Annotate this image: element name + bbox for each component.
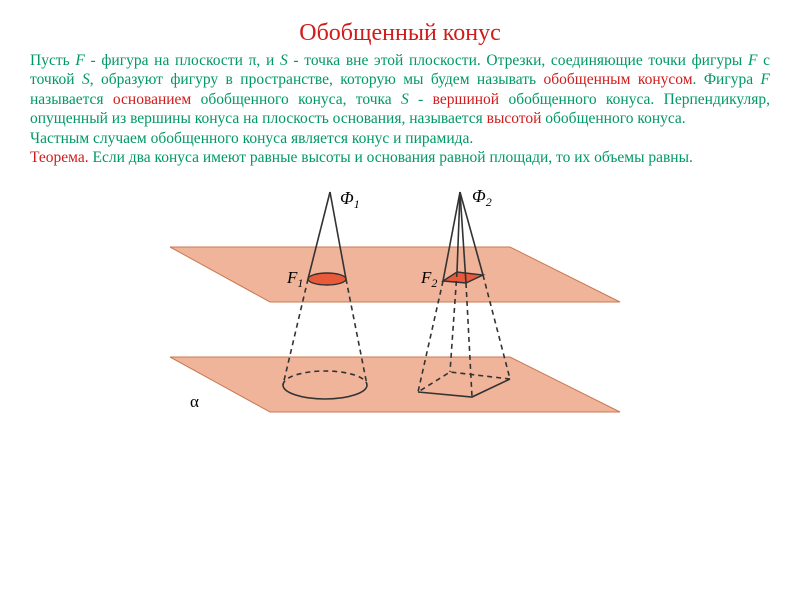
text: называется	[30, 91, 113, 108]
term-base: основанием	[113, 91, 191, 108]
text: -	[409, 91, 433, 108]
label-alpha: α	[190, 392, 199, 411]
diagram-svg: Φ1 Φ2 F1 F2 α	[150, 177, 650, 457]
var-F: F	[748, 52, 757, 69]
var-S: S	[401, 91, 409, 108]
theorem-text: Если два конуса имеют равные высоты и ос…	[89, 149, 693, 166]
text: . Фигура	[693, 71, 761, 88]
cone-section	[308, 273, 346, 285]
var-F: F	[75, 52, 84, 69]
label-phi2: Φ2	[472, 186, 492, 209]
var-F: F	[761, 71, 770, 88]
var-S: S	[82, 71, 90, 88]
paragraph-2: Частным случаем обобщенного конуса являе…	[30, 129, 770, 148]
var-S: S	[280, 52, 288, 69]
paragraph-3: Теорема. Если два конуса имеют равные вы…	[30, 148, 770, 167]
upper-plane	[170, 247, 620, 302]
lower-plane	[170, 357, 620, 412]
theorem-label: Теорема.	[30, 149, 89, 166]
text: обобщенного конуса.	[541, 110, 685, 127]
label-phi1: Φ1	[340, 188, 360, 211]
text: - фигура на плоскости π, и	[85, 52, 280, 69]
term-apex: вершиной	[433, 91, 499, 108]
text: Пусть	[30, 52, 75, 69]
term-height: высотой	[487, 110, 542, 127]
page-title: Обобщенный конус	[30, 20, 770, 47]
term-generalized-cone: обобщенным конусом	[544, 71, 693, 88]
paragraph-1: Пусть F - фигура на плоскости π, и S - т…	[30, 51, 770, 129]
text: обобщенного конуса, точка	[191, 91, 401, 108]
diagram: Φ1 Φ2 F1 F2 α	[150, 177, 650, 457]
text: , образуют фигуру в пространстве, котору…	[90, 71, 544, 88]
text: - точка вне этой плоскости. Отрезки, сое…	[288, 52, 748, 69]
